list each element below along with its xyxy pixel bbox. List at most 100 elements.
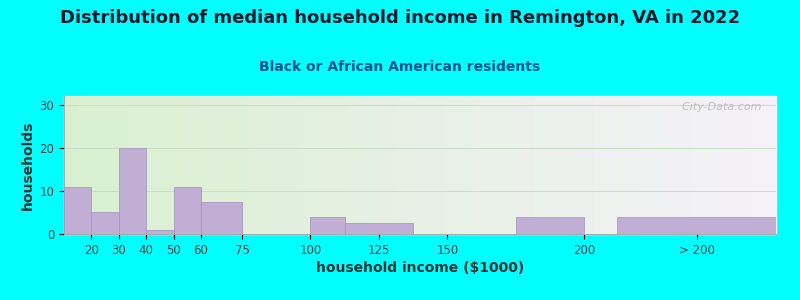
Bar: [459, 96, 462, 234]
Bar: [555, 96, 559, 234]
Bar: [698, 96, 702, 234]
Bar: [594, 96, 598, 234]
Bar: [662, 96, 666, 234]
Bar: [235, 96, 238, 234]
Bar: [545, 96, 548, 234]
Bar: [292, 96, 295, 234]
Bar: [267, 96, 270, 234]
Bar: [249, 96, 253, 234]
Bar: [516, 96, 520, 234]
Bar: [314, 96, 317, 234]
Bar: [676, 96, 680, 234]
Bar: [702, 96, 705, 234]
Bar: [456, 96, 459, 234]
Bar: [238, 96, 242, 234]
Bar: [427, 96, 430, 234]
Bar: [506, 96, 509, 234]
Bar: [516, 217, 584, 234]
Bar: [331, 96, 334, 234]
Bar: [520, 96, 523, 234]
Bar: [317, 96, 320, 234]
Bar: [366, 96, 370, 234]
Bar: [737, 96, 741, 234]
Bar: [164, 96, 167, 234]
Bar: [430, 96, 434, 234]
Bar: [263, 96, 267, 234]
Bar: [256, 96, 260, 234]
Bar: [484, 96, 488, 234]
Bar: [573, 96, 577, 234]
Bar: [773, 96, 776, 234]
Bar: [548, 96, 552, 234]
Bar: [509, 96, 513, 234]
Bar: [434, 96, 438, 234]
Bar: [687, 96, 690, 234]
Bar: [206, 96, 210, 234]
Bar: [114, 96, 118, 234]
Bar: [132, 96, 135, 234]
Bar: [99, 96, 103, 234]
Bar: [310, 217, 345, 234]
Bar: [150, 96, 153, 234]
Bar: [281, 96, 285, 234]
Bar: [285, 96, 288, 234]
Bar: [370, 96, 374, 234]
Bar: [324, 96, 327, 234]
Bar: [270, 96, 274, 234]
Bar: [221, 96, 224, 234]
Bar: [349, 96, 352, 234]
Bar: [442, 96, 445, 234]
Bar: [726, 96, 730, 234]
Bar: [694, 96, 698, 234]
Bar: [438, 96, 442, 234]
Bar: [502, 96, 506, 234]
Bar: [552, 96, 555, 234]
Bar: [562, 96, 566, 234]
Bar: [617, 217, 776, 234]
Bar: [602, 96, 605, 234]
Bar: [64, 96, 67, 234]
Bar: [391, 96, 395, 234]
Bar: [398, 96, 402, 234]
Bar: [605, 96, 609, 234]
Bar: [466, 96, 470, 234]
Bar: [89, 96, 93, 234]
Bar: [110, 96, 114, 234]
Bar: [192, 96, 196, 234]
Bar: [481, 96, 484, 234]
Bar: [153, 96, 157, 234]
Bar: [167, 96, 171, 234]
Bar: [224, 96, 228, 234]
Bar: [730, 96, 734, 234]
Bar: [310, 96, 314, 234]
Bar: [306, 96, 310, 234]
Bar: [346, 96, 349, 234]
Bar: [410, 96, 413, 234]
Bar: [541, 96, 545, 234]
Bar: [388, 96, 391, 234]
Bar: [526, 96, 530, 234]
Bar: [612, 96, 616, 234]
Bar: [363, 96, 366, 234]
Bar: [295, 96, 299, 234]
Bar: [395, 96, 398, 234]
Bar: [498, 96, 502, 234]
Bar: [634, 96, 637, 234]
Bar: [570, 96, 573, 234]
Bar: [320, 96, 324, 234]
Bar: [82, 96, 86, 234]
Bar: [616, 96, 619, 234]
Bar: [669, 96, 673, 234]
Bar: [637, 96, 641, 234]
Bar: [719, 96, 722, 234]
Bar: [91, 212, 118, 234]
Bar: [741, 96, 744, 234]
Bar: [64, 187, 91, 234]
Bar: [626, 96, 630, 234]
Bar: [609, 96, 612, 234]
Bar: [623, 96, 626, 234]
Bar: [146, 230, 174, 234]
Bar: [93, 96, 96, 234]
Bar: [345, 223, 413, 234]
Bar: [246, 96, 249, 234]
